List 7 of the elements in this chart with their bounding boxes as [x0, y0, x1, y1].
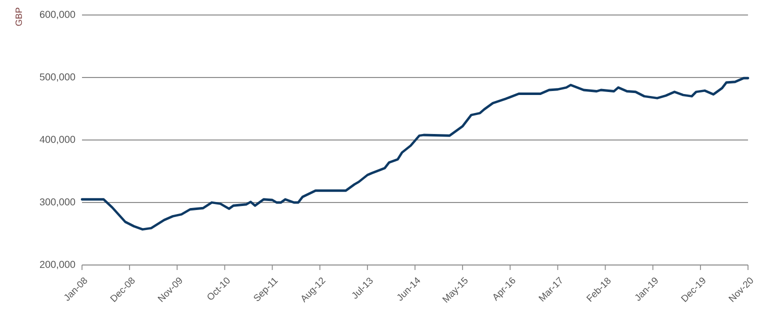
y-tick-label: 500,000 [40, 73, 76, 82]
y-tick-label: 600,000 [40, 10, 76, 20]
y-tick-label: 200,000 [40, 260, 76, 270]
line-series [80, 76, 750, 231]
y-axis-title: GBP [16, 8, 22, 26]
y-tick-label: 300,000 [40, 198, 76, 207]
y-tick-label: 400,000 [40, 136, 76, 144]
